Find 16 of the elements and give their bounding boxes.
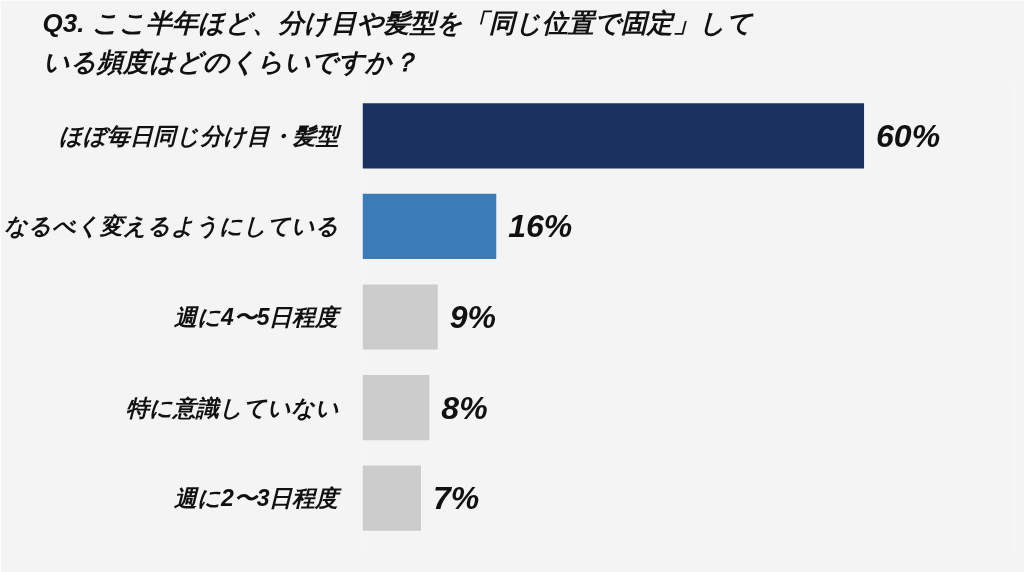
bar	[362, 374, 430, 441]
bar	[362, 465, 422, 531]
bar	[362, 193, 497, 260]
y-tick-label: 週に2〜3日程度	[172, 485, 343, 512]
data-label: 7%	[433, 480, 480, 517]
data-label: 8%	[441, 389, 488, 426]
data-label: 16%	[508, 208, 573, 245]
chart-title: Q3. ここ半年ほど、分け目や髪型を「同じ位置で固定」している頻度はどのくらいですか？	[42, 7, 754, 77]
y-tick-label: なるべく変えるようにしている	[3, 213, 339, 240]
data-label: 9%	[449, 299, 496, 335]
y-tick-label: 週に4〜5日程度	[172, 304, 343, 330]
data-label: 60%	[876, 117, 941, 154]
y-tick-label: 特に意識していない	[125, 394, 339, 421]
bar	[362, 284, 438, 350]
y-tick-label: ほぼ毎日同じ分け目・髪型	[58, 122, 342, 149]
bar	[362, 103, 865, 169]
